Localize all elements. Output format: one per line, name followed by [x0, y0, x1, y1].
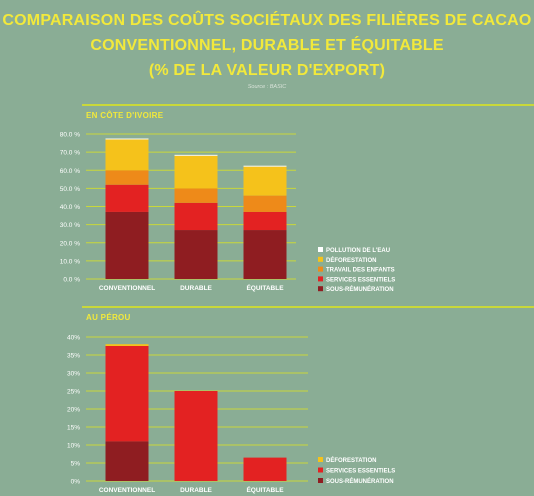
y-tick-label: 20% [67, 407, 80, 414]
section-separator-top [82, 104, 534, 106]
bar-segment [174, 154, 218, 156]
bar-segment [243, 166, 287, 196]
x-tick-label: ÉQUITABLE [246, 485, 284, 494]
y-tick-label: 40.0 % [60, 204, 80, 211]
bar-segment [174, 230, 218, 279]
section-separator-middle [82, 306, 534, 308]
legend-swatch [318, 276, 323, 282]
bar-segment [243, 211, 287, 231]
legend-swatch [318, 256, 323, 262]
y-tick-label: 10% [67, 443, 80, 450]
bar-segment [174, 391, 218, 481]
bar-segment [174, 155, 218, 189]
bar-segment [243, 165, 287, 167]
legend-swatch [318, 478, 323, 483]
y-tick-label: 50.0 % [60, 186, 80, 193]
bar-segment [105, 211, 149, 279]
y-tick-label: 20.0 % [60, 240, 80, 247]
y-tick-label: 35% [67, 353, 80, 360]
legend-label: SOUS-RÉMUNÉRATION [326, 285, 394, 293]
legend-label: SERVICES ESSENTIELS [326, 469, 395, 475]
y-tick-label: 0% [71, 479, 81, 486]
bar-segment [105, 346, 149, 442]
bar-segment [174, 188, 218, 203]
bar-segment [105, 139, 149, 171]
bar-segment [243, 457, 287, 481]
legend-label: TRAVAIL DES ENFANTS [326, 268, 395, 274]
legend-label: SERVICES ESSENTIELS [326, 277, 395, 283]
chart-title-line2: CONVENTIONNEL, DURABLE ET ÉQUITABLE [90, 37, 444, 54]
legend-swatch [318, 247, 323, 252]
x-tick-label: CONVENTIONNEL [99, 487, 155, 494]
x-tick-label: CONVENTIONNEL [99, 285, 155, 292]
section-label-cote-divoire: EN CÔTE D'IVOIRE [86, 111, 164, 120]
legend-label: DÉFORESTATION [326, 256, 376, 264]
y-tick-label: 25% [67, 389, 80, 396]
legend-swatch [318, 467, 323, 473]
chart-source: Source : BASIC [247, 84, 287, 90]
bar-segment [105, 170, 149, 185]
legend-swatch [318, 286, 323, 292]
legend-swatch [318, 457, 323, 462]
y-tick-label: 40% [67, 335, 80, 342]
chart-title-line1: COMPARAISON DES COÛTS SOCIÉTAUX DES FILI… [2, 12, 532, 29]
x-tick-label: ÉQUITABLE [246, 283, 284, 292]
x-tick-label: DURABLE [180, 487, 212, 494]
bar-segment [105, 138, 149, 140]
legend-label: SOUS-RÉMUNÉRATION [326, 477, 394, 485]
chart-title-line3: (% DE LA VALEUR D'EXPORT) [148, 62, 386, 79]
legend-label: DÉFORESTATION [326, 456, 376, 464]
bar-segment [105, 344, 149, 346]
y-tick-label: 80.0 % [60, 132, 80, 139]
bar-segment [105, 184, 149, 212]
y-tick-label: 15% [67, 425, 80, 432]
y-tick-label: 30.0 % [60, 222, 80, 229]
y-tick-label: 70.0 % [60, 150, 80, 157]
y-tick-label: 10.0 % [60, 258, 80, 265]
y-tick-label: 30% [67, 371, 80, 378]
y-tick-label: 60.0 % [60, 168, 80, 175]
legend-label: POLLUTION DE L'EAU [326, 248, 390, 254]
bar-segment [243, 195, 287, 212]
bar-segment [174, 202, 218, 231]
y-tick-label: 0.0 % [63, 277, 80, 284]
y-tick-label: 5% [71, 461, 81, 468]
legend-swatch [318, 266, 323, 272]
bar-segment [105, 441, 149, 481]
x-tick-label: DURABLE [180, 285, 212, 292]
bar-segment [243, 230, 287, 279]
section-label-perou: AU PÉROU [86, 313, 131, 322]
